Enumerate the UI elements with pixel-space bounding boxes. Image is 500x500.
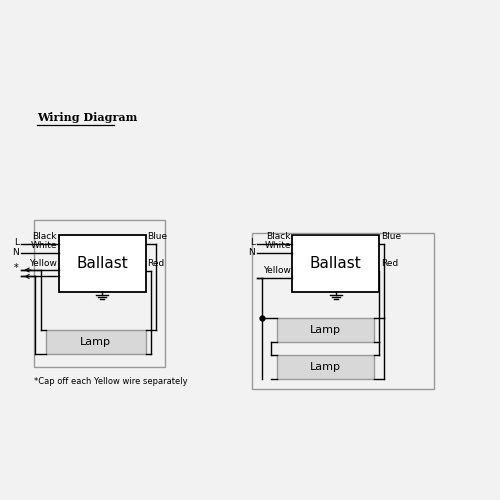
Bar <box>292 235 380 292</box>
Bar <box>58 235 146 292</box>
Bar <box>46 330 146 354</box>
Text: Lamp: Lamp <box>310 325 342 335</box>
Text: N: N <box>248 248 255 258</box>
Text: N: N <box>12 248 19 258</box>
Text: Yellow: Yellow <box>29 258 57 268</box>
Text: White: White <box>30 242 57 250</box>
Text: White: White <box>264 242 291 250</box>
Text: Lamp: Lamp <box>310 362 342 372</box>
Text: Lamp: Lamp <box>80 337 112 347</box>
Text: Ballast: Ballast <box>76 256 128 271</box>
Text: Black: Black <box>32 232 57 240</box>
Bar <box>278 356 374 380</box>
Text: L: L <box>250 238 255 246</box>
Text: Red: Red <box>147 259 164 268</box>
Bar <box>278 318 374 342</box>
Text: Yellow: Yellow <box>263 266 291 276</box>
Bar <box>252 232 434 389</box>
Text: Ballast: Ballast <box>310 256 362 271</box>
Text: Blue: Blue <box>381 232 401 241</box>
Text: Blue: Blue <box>147 232 167 241</box>
Text: Wiring Diagram: Wiring Diagram <box>37 112 138 123</box>
Bar <box>34 220 166 367</box>
Text: *: * <box>14 263 19 273</box>
Text: Red: Red <box>381 259 398 268</box>
Text: Black: Black <box>266 232 291 240</box>
Text: L: L <box>14 238 19 246</box>
Text: *Cap off each Yellow wire separately: *Cap off each Yellow wire separately <box>34 377 188 386</box>
